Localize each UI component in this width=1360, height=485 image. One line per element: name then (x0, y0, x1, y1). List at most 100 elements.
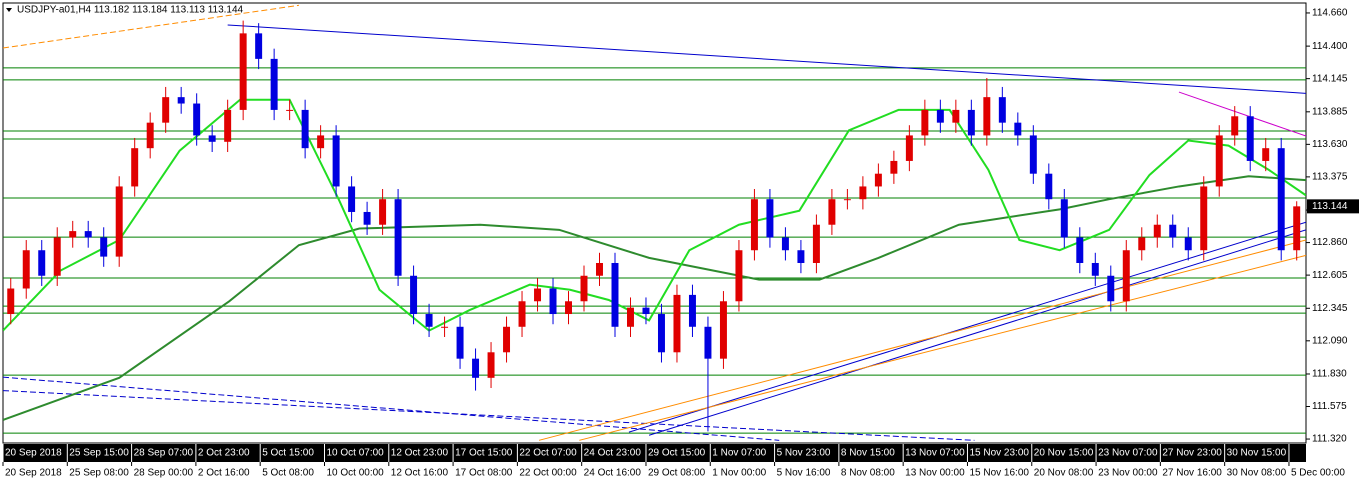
candle-body (363, 211, 371, 225)
candle-body (735, 250, 743, 302)
x-tick-label-lower: 12 Oct 16:00 (391, 468, 449, 479)
candle-body (843, 199, 851, 201)
candle-body (1200, 186, 1208, 251)
x-tick-label-lower: 5 Nov 16:00 (777, 468, 831, 479)
candle-body (890, 160, 898, 174)
y-tick-label: 112.605 (1312, 270, 1348, 281)
candle-body (673, 294, 681, 353)
candle-body (115, 186, 123, 257)
y-tick-label: 114.400 (1312, 41, 1348, 52)
candle-body (719, 301, 727, 359)
y-tick-label: 111.320 (1312, 434, 1347, 445)
y-tick-label: 113.885 (1312, 106, 1348, 117)
candle-body (1246, 116, 1254, 161)
chart-title: USDJPY-a01,H4 113.182 113.184 113.113 11… (17, 5, 244, 16)
candle-body (270, 58, 278, 110)
y-tick-label: 111.575 (1312, 401, 1347, 412)
candle-body (410, 275, 418, 315)
candle-body (580, 275, 588, 302)
candle-body (224, 109, 232, 142)
x-tick-label-lower: 29 Oct 08:00 (648, 468, 706, 479)
trend-line (1178, 91, 1306, 137)
candle-body (549, 288, 557, 315)
candle-body (1045, 173, 1053, 200)
candle-body (1215, 135, 1223, 187)
candle-body (7, 288, 15, 315)
candle-body (1184, 237, 1192, 251)
candle-body (69, 231, 77, 238)
candle-body (766, 199, 774, 238)
candle-body (859, 186, 867, 200)
candle-body (472, 358, 480, 378)
trend-line (3, 390, 975, 441)
time-band (3, 444, 1306, 462)
x-tick-label-lower: 10 Oct 00:00 (326, 468, 384, 479)
x-tick-label-lower: 13 Nov 00:00 (905, 468, 965, 479)
candle-body (332, 135, 340, 187)
x-tick-label-lower: 15 Nov 16:00 (969, 468, 1029, 479)
candle-body (425, 314, 433, 327)
candle-body (317, 135, 325, 149)
plot-frame (2, 2, 1307, 444)
candle-body (1231, 116, 1239, 136)
x-tick-label-lower: 25 Sep 08:00 (69, 468, 129, 479)
candle-body (84, 231, 92, 238)
candle-body (952, 109, 960, 123)
candle-body (193, 103, 201, 136)
candle-body (177, 97, 185, 104)
trend-line (628, 221, 1306, 433)
candle-body (487, 352, 495, 378)
y-tick-label: 114.660 (1312, 8, 1348, 19)
x-tick-label-lower: 2 Oct 16:00 (198, 468, 250, 479)
candle-body (131, 148, 139, 187)
moving-average (3, 175, 1306, 421)
candle-body (255, 33, 263, 59)
x-tick-label: 22 Oct 07:00 (519, 448, 577, 459)
trend-line (648, 229, 1306, 436)
last-price-label: 113.144 (1312, 201, 1348, 212)
candle-body (286, 109, 294, 111)
x-tick-label: 13 Nov 07:00 (905, 448, 965, 459)
candle-body (1153, 224, 1161, 238)
x-tick-label-lower: 8 Nov 08:00 (841, 468, 895, 479)
candle-body (1060, 199, 1068, 238)
trend-line (579, 254, 1306, 441)
candle-body (1107, 275, 1115, 302)
candle-body (379, 199, 387, 225)
candle-body (642, 307, 650, 315)
candle-body (1138, 237, 1146, 251)
candle-body (611, 262, 619, 327)
trend-line (227, 24, 1306, 94)
x-tick-label-lower: 27 Nov 16:00 (1162, 468, 1222, 479)
x-tick-label: 1 Nov 07:00 (712, 448, 766, 459)
x-tick-label: 20 Nov 15:00 (1034, 448, 1094, 459)
x-tick-label-lower: 20 Nov 08:00 (1034, 468, 1094, 479)
y-tick-label: 112.345 (1312, 303, 1348, 314)
candle-body (1169, 224, 1177, 238)
x-tick-label: 28 Sep 07:00 (134, 448, 194, 459)
x-tick-label-lower: 30 Nov 08:00 (1227, 468, 1287, 479)
menu-icon (6, 8, 12, 12)
candle-body (208, 135, 216, 142)
candle-body (1014, 122, 1022, 136)
plot-area (3, 4, 1306, 441)
trend-line (3, 4, 299, 49)
y-tick-label: 113.375 (1312, 172, 1348, 183)
x-tick-label: 20 Sep 2018 (5, 448, 62, 459)
candle-body (781, 237, 789, 251)
candle-body (828, 199, 836, 225)
candle-body (456, 326, 464, 359)
candle-body (1262, 148, 1270, 161)
candle-body (22, 250, 30, 289)
candle-body (1122, 250, 1130, 302)
y-tick-label: 112.090 (1312, 335, 1348, 346)
candle-body (348, 186, 356, 212)
candle-body (38, 250, 46, 276)
x-tick-label: 5 Nov 23:00 (777, 448, 831, 459)
x-tick-label-lower: 5 Oct 08:00 (262, 468, 314, 479)
candle-body (1076, 237, 1084, 263)
candle-body (812, 224, 820, 263)
candle-body (441, 326, 449, 328)
x-tick-label-lower: 23 Nov 00:00 (1098, 468, 1158, 479)
